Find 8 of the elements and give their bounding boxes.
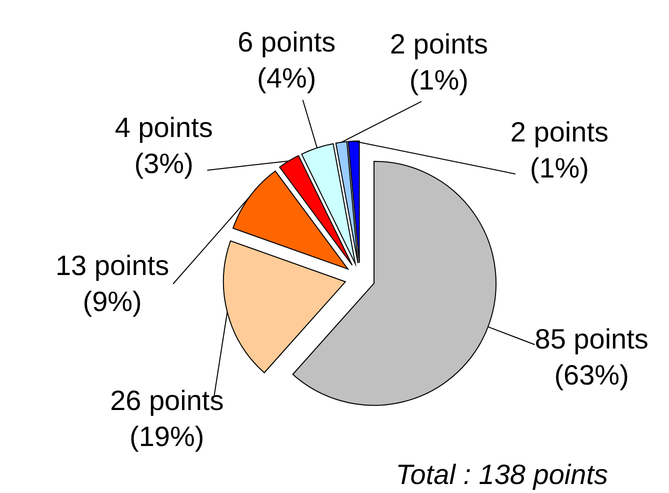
data-label: 6 points (4%) [238,26,336,94]
data-label: 26 points (19%) [110,384,224,452]
data-label: 85 points (63%) [534,324,648,391]
data-label: 2 points (1%) [390,28,488,96]
data-label: 2 points (1%) [510,116,608,184]
data-label: 13 points (9%) [55,250,170,317]
data-label: 4 points (3%) [114,112,213,179]
text: Total : 138 points [396,459,608,490]
